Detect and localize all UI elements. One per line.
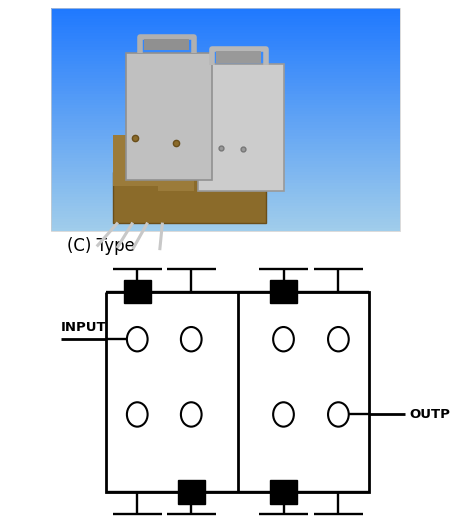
Bar xyxy=(51,33,400,36)
Bar xyxy=(51,180,400,183)
Bar xyxy=(51,170,400,172)
Bar xyxy=(51,81,400,83)
Bar xyxy=(158,148,194,191)
Bar xyxy=(51,133,400,136)
Bar xyxy=(51,222,400,225)
Bar xyxy=(51,128,400,130)
Bar xyxy=(51,164,400,166)
Bar xyxy=(51,36,400,39)
Bar xyxy=(51,50,400,52)
Bar xyxy=(51,200,400,203)
Bar xyxy=(51,39,400,41)
Bar xyxy=(51,8,400,11)
Bar xyxy=(51,219,400,222)
Bar xyxy=(51,136,400,139)
Bar xyxy=(51,172,400,175)
Bar xyxy=(51,8,400,231)
Bar xyxy=(51,206,400,208)
Bar xyxy=(51,92,400,94)
Bar xyxy=(51,72,400,75)
Bar xyxy=(51,158,400,161)
Bar xyxy=(51,11,400,13)
Bar xyxy=(51,105,400,108)
Bar xyxy=(51,122,400,125)
Bar xyxy=(216,51,261,63)
Bar xyxy=(51,55,400,58)
Bar xyxy=(124,280,151,303)
Text: OUTPUT: OUTPUT xyxy=(410,408,450,421)
Bar xyxy=(270,280,297,303)
Bar xyxy=(51,214,400,217)
Bar xyxy=(51,16,400,19)
Bar xyxy=(51,150,400,153)
Bar xyxy=(51,155,400,158)
Bar xyxy=(51,69,400,72)
Bar xyxy=(112,135,158,186)
Bar xyxy=(51,64,400,66)
Bar xyxy=(51,130,400,133)
Text: (C) Type: (C) Type xyxy=(67,237,135,255)
Bar xyxy=(51,147,400,150)
Bar xyxy=(51,77,400,80)
Bar xyxy=(51,217,400,219)
Bar xyxy=(126,53,212,180)
Bar xyxy=(51,47,400,50)
Bar xyxy=(51,25,400,28)
Bar xyxy=(51,13,400,16)
Text: INPUT: INPUT xyxy=(61,321,106,334)
Bar xyxy=(51,103,400,105)
Bar xyxy=(51,111,400,114)
Bar xyxy=(51,114,400,117)
Bar xyxy=(51,83,400,86)
Bar xyxy=(51,166,400,170)
Bar xyxy=(51,192,400,195)
Bar xyxy=(51,75,400,77)
Bar xyxy=(178,480,205,503)
Bar xyxy=(51,189,400,192)
Bar xyxy=(51,28,400,30)
Bar xyxy=(51,139,400,142)
Bar xyxy=(51,144,400,147)
Bar xyxy=(51,22,400,25)
Bar xyxy=(51,44,400,47)
Bar xyxy=(51,178,400,180)
Bar xyxy=(51,175,400,178)
Bar xyxy=(51,61,400,64)
Bar xyxy=(51,228,400,231)
Bar xyxy=(51,161,400,164)
Bar xyxy=(51,195,400,197)
Bar xyxy=(51,197,400,200)
Bar xyxy=(51,208,400,211)
Bar xyxy=(198,64,284,191)
Bar xyxy=(51,119,400,122)
Bar xyxy=(51,52,400,55)
Bar xyxy=(51,94,400,97)
Bar xyxy=(51,97,400,100)
Bar xyxy=(51,100,400,103)
Bar xyxy=(51,86,400,89)
Bar xyxy=(51,108,400,111)
Bar xyxy=(112,172,266,223)
Bar xyxy=(51,41,400,44)
Bar xyxy=(51,203,400,206)
Bar xyxy=(51,58,400,61)
Bar xyxy=(144,39,189,50)
Bar xyxy=(51,19,400,22)
Bar xyxy=(51,66,400,69)
Bar xyxy=(51,117,400,119)
Bar xyxy=(51,142,400,144)
Bar xyxy=(270,480,297,503)
Bar xyxy=(51,30,400,33)
Bar xyxy=(51,183,400,186)
Bar xyxy=(51,89,400,92)
Bar xyxy=(51,225,400,228)
Bar xyxy=(51,125,400,128)
Bar xyxy=(51,153,400,155)
Bar xyxy=(51,211,400,214)
Bar xyxy=(51,186,400,189)
